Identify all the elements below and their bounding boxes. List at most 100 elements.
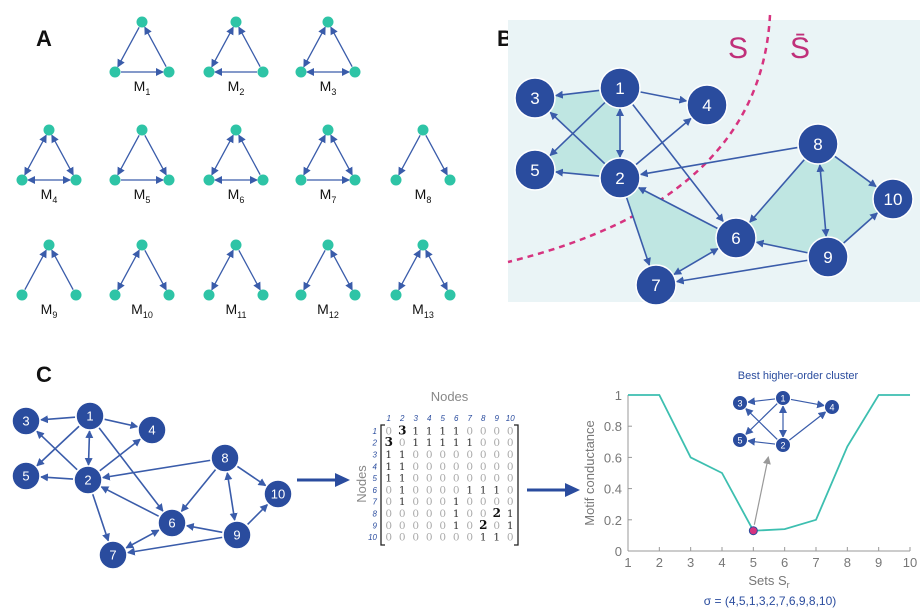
motif-label: M13 xyxy=(412,301,434,320)
graph-edge xyxy=(675,259,808,285)
matrix-col-header: 9 xyxy=(495,414,500,423)
motif-label: M3 xyxy=(319,78,337,97)
matrix-cell: 1 xyxy=(507,520,514,532)
motif-node xyxy=(230,239,242,251)
motif-label: M1 xyxy=(133,78,151,97)
motif-edge xyxy=(425,249,448,291)
matrix-cell: 0 xyxy=(426,520,433,532)
matrix-cell: 1 xyxy=(466,484,473,496)
y-tick-label: 0.2 xyxy=(604,513,622,528)
inset-node-2 xyxy=(775,437,791,453)
matrix-cell: 1 xyxy=(453,437,460,449)
matrix-cell: 0 xyxy=(439,508,446,520)
matrix-cell: 1 xyxy=(412,437,419,449)
graph-node-label: 5 xyxy=(530,161,539,180)
matrix-cell: 0 xyxy=(439,496,446,508)
panel-label-a: A xyxy=(36,26,52,51)
motif-3 xyxy=(295,16,361,78)
motif-edge xyxy=(238,134,261,176)
graph-node-9 xyxy=(222,520,252,550)
matrix-row-header: 1 xyxy=(373,427,377,436)
motif-label: M6 xyxy=(227,186,245,205)
matrix-bracket-left xyxy=(380,424,385,546)
motif-label: M2 xyxy=(227,78,245,97)
graph-node-label: 4 xyxy=(148,423,155,438)
motif-edge xyxy=(211,134,234,176)
graph-edge xyxy=(236,465,267,487)
motif-node xyxy=(16,289,28,301)
x-tick-label: 7 xyxy=(812,555,819,570)
matrix-cell: 0 xyxy=(426,484,433,496)
matrix-cell: 1 xyxy=(507,508,514,520)
graph-node-3 xyxy=(11,406,41,436)
graph-edge xyxy=(98,427,164,512)
graph-node-6 xyxy=(157,508,187,538)
graph-node-9 xyxy=(807,236,849,278)
set-s-label: S xyxy=(728,32,748,65)
motif-label: M10 xyxy=(131,301,153,320)
graph-node-label: 9 xyxy=(823,248,832,267)
graph-edge xyxy=(816,163,830,238)
graph-node-3 xyxy=(514,77,556,119)
matrix-col-header: 10 xyxy=(506,414,515,423)
x-tick-label: 4 xyxy=(718,555,725,570)
motif-edge xyxy=(117,134,140,176)
cut-curve xyxy=(507,14,772,264)
inset-edge xyxy=(745,403,778,436)
matrix-cell: 0 xyxy=(493,461,500,473)
motif-label: M9 xyxy=(40,301,58,320)
motif-edge xyxy=(330,26,353,68)
matrix-cell: 1 xyxy=(493,484,500,496)
x-tick-label: 10 xyxy=(903,555,917,570)
matrix-bracket-right xyxy=(514,424,519,546)
y-tick-label: 1 xyxy=(615,388,622,403)
matrix-row-header: 3 xyxy=(373,450,378,459)
motif-edge xyxy=(117,249,140,291)
motif-node xyxy=(70,174,82,186)
matrix-cell: 0 xyxy=(439,532,446,544)
matrix-cell: 1 xyxy=(399,449,406,461)
matrix-cell: 0 xyxy=(480,437,487,449)
matrix-cell: 0 xyxy=(426,508,433,520)
motif-node xyxy=(349,66,361,78)
matrix-row-header: 10 xyxy=(368,533,377,542)
matrix-cell: 2 xyxy=(479,518,487,532)
matrix-cell: 0 xyxy=(466,496,473,508)
motif-label: M4 xyxy=(40,186,58,205)
matrix-cell: 0 xyxy=(412,461,419,473)
motif-13 xyxy=(390,239,456,301)
motif-10 xyxy=(109,239,175,301)
chart-title: Best higher-order cluster xyxy=(738,370,859,382)
matrix-cell: 0 xyxy=(399,520,406,532)
x-tick-label: 3 xyxy=(687,555,694,570)
matrix-cell: 1 xyxy=(385,473,392,485)
motif-label: M7 xyxy=(319,186,337,205)
matrix-cell: 0 xyxy=(439,484,446,496)
motif-node xyxy=(70,289,82,301)
matrix-cell: 0 xyxy=(507,437,514,449)
matrix-cell: 0 xyxy=(399,437,406,449)
matrix-cell: 0 xyxy=(480,461,487,473)
graph-node-4 xyxy=(137,415,167,445)
matrix-cell: 0 xyxy=(466,449,473,461)
motif-node xyxy=(257,289,269,301)
inset-node-label: 4 xyxy=(829,403,834,413)
matrix-cell: 0 xyxy=(453,461,460,473)
matrix-col-header: 6 xyxy=(454,414,459,423)
matrix-cell: 0 xyxy=(480,473,487,485)
matrix-cell: 0 xyxy=(493,496,500,508)
x-axis-label: Sets Sr xyxy=(748,573,789,590)
matrix-cell: 0 xyxy=(426,461,433,473)
motif-edge xyxy=(144,249,167,291)
matrix-row-header: 6 xyxy=(373,486,378,495)
graph-edge xyxy=(125,529,160,549)
matrix-cell: 1 xyxy=(480,484,487,496)
graph-node-label: 8 xyxy=(221,451,228,466)
graph-edge xyxy=(755,239,808,254)
motif-node xyxy=(163,66,175,78)
inset-node-label: 1 xyxy=(780,394,785,404)
graph-edge xyxy=(36,430,78,471)
inset-node-label: 3 xyxy=(737,399,742,409)
y-tick-label: 0.4 xyxy=(604,482,622,497)
